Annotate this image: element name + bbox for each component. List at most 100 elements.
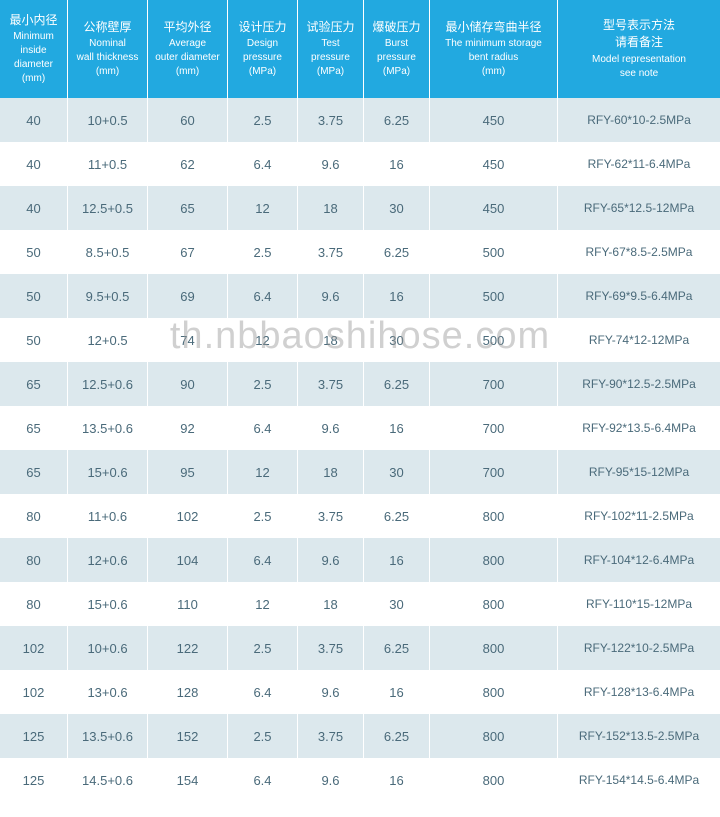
- table-cell: 6.25: [364, 362, 430, 406]
- table-cell: 110: [148, 582, 228, 626]
- header-cell-5: 爆破压力Burstpressure(MPa): [364, 0, 430, 98]
- table-cell: 6.4: [228, 758, 298, 802]
- table-cell: 700: [430, 450, 558, 494]
- table-row: 508.5+0.5672.53.756.25500RFY-67*8.5-2.5M…: [0, 230, 720, 274]
- header-en: (mm): [96, 65, 119, 79]
- table-cell: 450: [430, 98, 558, 142]
- header-en: (MPa): [249, 65, 276, 79]
- table-cell: 700: [430, 362, 558, 406]
- table-cell: 13+0.6: [68, 670, 148, 714]
- table-cell: 6.4: [228, 406, 298, 450]
- table-cell: 6.25: [364, 98, 430, 142]
- table-cell: 15+0.6: [68, 582, 148, 626]
- table-cell: 800: [430, 670, 558, 714]
- header-en: (mm): [22, 72, 45, 86]
- table-cell: 90: [148, 362, 228, 406]
- header-cell-3: 设计压力Designpressure(MPa): [228, 0, 298, 98]
- table-cell: RFY-102*11-2.5MPa: [558, 494, 720, 538]
- table-cell: 800: [430, 538, 558, 582]
- table-cell: 95: [148, 450, 228, 494]
- table-cell: 18: [298, 450, 364, 494]
- header-en: wall thickness: [77, 51, 139, 65]
- table-cell: 15+0.6: [68, 450, 148, 494]
- table-cell: 80: [0, 494, 68, 538]
- table-cell: 6.4: [228, 142, 298, 186]
- table-cell: 9.5+0.5: [68, 274, 148, 318]
- table-row: 4010+0.5602.53.756.25450RFY-60*10-2.5MPa: [0, 98, 720, 142]
- header-cn: 最小储存弯曲半径: [445, 19, 541, 36]
- table-cell: 12+0.6: [68, 538, 148, 582]
- table-cell: 800: [430, 714, 558, 758]
- table-cell: 450: [430, 142, 558, 186]
- table-cell: 2.5: [228, 714, 298, 758]
- table-cell: 16: [364, 758, 430, 802]
- table-cell: RFY-74*12-12MPa: [558, 318, 720, 362]
- table-cell: 62: [148, 142, 228, 186]
- header-cn: 型号表示方法 请看备注: [603, 17, 675, 51]
- header-en: The minimum storage: [445, 37, 542, 51]
- table-cell: 18: [298, 186, 364, 230]
- table-cell: 12: [228, 186, 298, 230]
- table-cell: 102: [0, 626, 68, 670]
- table-row: 12514.5+0.61546.49.616800RFY-154*14.5-6.…: [0, 758, 720, 802]
- table-row: 10210+0.61222.53.756.25800RFY-122*10-2.5…: [0, 626, 720, 670]
- header-en: Burst: [385, 37, 408, 51]
- table-cell: 9.6: [298, 538, 364, 582]
- table-cell: 12: [228, 450, 298, 494]
- table-cell: 3.75: [298, 98, 364, 142]
- table-cell: 12: [228, 582, 298, 626]
- table-cell: 80: [0, 538, 68, 582]
- table-cell: 50: [0, 318, 68, 362]
- table-cell: RFY-65*12.5-12MPa: [558, 186, 720, 230]
- table-cell: 9.6: [298, 274, 364, 318]
- header-en: (MPa): [383, 65, 410, 79]
- table-cell: 16: [364, 670, 430, 714]
- table-cell: 3.75: [298, 626, 364, 670]
- table-cell: 6.4: [228, 670, 298, 714]
- header-en: pressure: [377, 51, 416, 65]
- table-cell: 6.25: [364, 626, 430, 670]
- table-cell: 30: [364, 450, 430, 494]
- header-en: (mm): [482, 65, 505, 79]
- table-cell: 14.5+0.6: [68, 758, 148, 802]
- table-cell: RFY-60*10-2.5MPa: [558, 98, 720, 142]
- header-en: inside diameter: [4, 44, 63, 72]
- table-cell: 18: [298, 318, 364, 362]
- header-cell-0: 最小内径Minimuminside diameter(mm): [0, 0, 68, 98]
- table-cell: 11+0.6: [68, 494, 148, 538]
- table-cell: 60: [148, 98, 228, 142]
- header-en: Model representation: [592, 53, 686, 67]
- table-cell: RFY-62*11-6.4MPa: [558, 142, 720, 186]
- table-header-row: 最小内径Minimuminside diameter(mm)公称壁厚Nomina…: [0, 0, 720, 98]
- table-cell: 65: [0, 406, 68, 450]
- header-en: pressure: [311, 51, 350, 65]
- table-cell: 10+0.5: [68, 98, 148, 142]
- table-cell: 122: [148, 626, 228, 670]
- header-cell-6: 最小储存弯曲半径The minimum storagebent radius(m…: [430, 0, 558, 98]
- table-cell: 128: [148, 670, 228, 714]
- table-cell: 6.4: [228, 538, 298, 582]
- header-cn: 平均外径: [163, 19, 211, 36]
- table-cell: RFY-152*13.5-2.5MPa: [558, 714, 720, 758]
- header-cell-2: 平均外径Averageouter diameter(mm): [148, 0, 228, 98]
- table-cell: 6.4: [228, 274, 298, 318]
- table-cell: 800: [430, 582, 558, 626]
- table-cell: 9.6: [298, 758, 364, 802]
- table-cell: 65: [0, 450, 68, 494]
- table-cell: 67: [148, 230, 228, 274]
- header-cn: 设计压力: [238, 19, 286, 36]
- table-cell: 16: [364, 142, 430, 186]
- table-row: 10213+0.61286.49.616800RFY-128*13-6.4MPa: [0, 670, 720, 714]
- table-cell: 6.25: [364, 714, 430, 758]
- table-cell: 9.6: [298, 670, 364, 714]
- table-cell: RFY-69*9.5-6.4MPa: [558, 274, 720, 318]
- table-cell: 65: [148, 186, 228, 230]
- table-cell: 2.5: [228, 230, 298, 274]
- table-cell: 9.6: [298, 142, 364, 186]
- table-cell: 16: [364, 274, 430, 318]
- table-row: 8011+0.61022.53.756.25800RFY-102*11-2.5M…: [0, 494, 720, 538]
- table-cell: 152: [148, 714, 228, 758]
- header-en: Nominal: [89, 37, 126, 51]
- table-cell: 500: [430, 230, 558, 274]
- table-cell: 3.75: [298, 714, 364, 758]
